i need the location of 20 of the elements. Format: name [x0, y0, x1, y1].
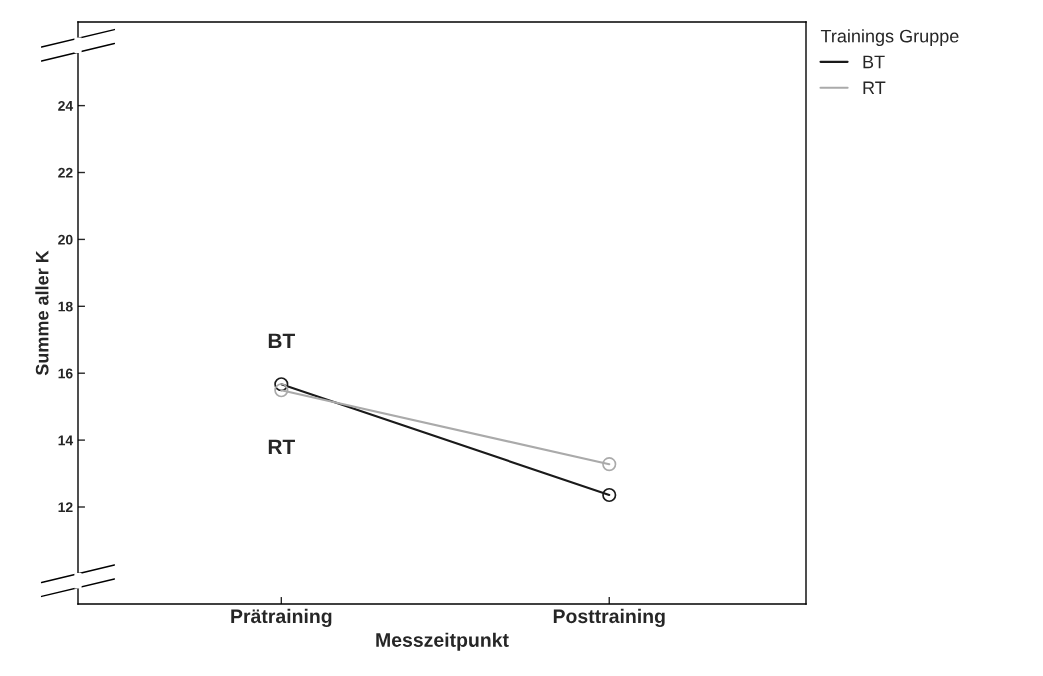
point — [274, 377, 289, 392]
annotation: RT — [268, 439, 295, 454]
y-tick-label: 22 — [58, 167, 73, 178]
y-tick-label: 12 — [58, 502, 73, 513]
y-tick-label: 24 — [58, 100, 74, 111]
y-tick-label: 20 — [58, 234, 73, 245]
point — [602, 457, 617, 472]
annotation: BT — [268, 333, 295, 348]
legend-label: BT — [863, 55, 885, 69]
point — [602, 487, 617, 503]
x-tick-label: Prätraining — [231, 608, 332, 628]
y-tick-label: 16 — [58, 368, 73, 379]
legend-title: Trainings Gruppe — [820, 29, 959, 47]
y-axis-title: Summe aller K — [35, 250, 49, 376]
x-axis-title: Messzeitpunkt — [376, 632, 509, 651]
y-tick-label: 18 — [58, 301, 73, 312]
point — [274, 383, 289, 398]
y-tick-label: 14 — [58, 435, 74, 446]
legend-label: RT — [863, 81, 886, 95]
x-tick-label: Posttraining — [553, 608, 665, 628]
